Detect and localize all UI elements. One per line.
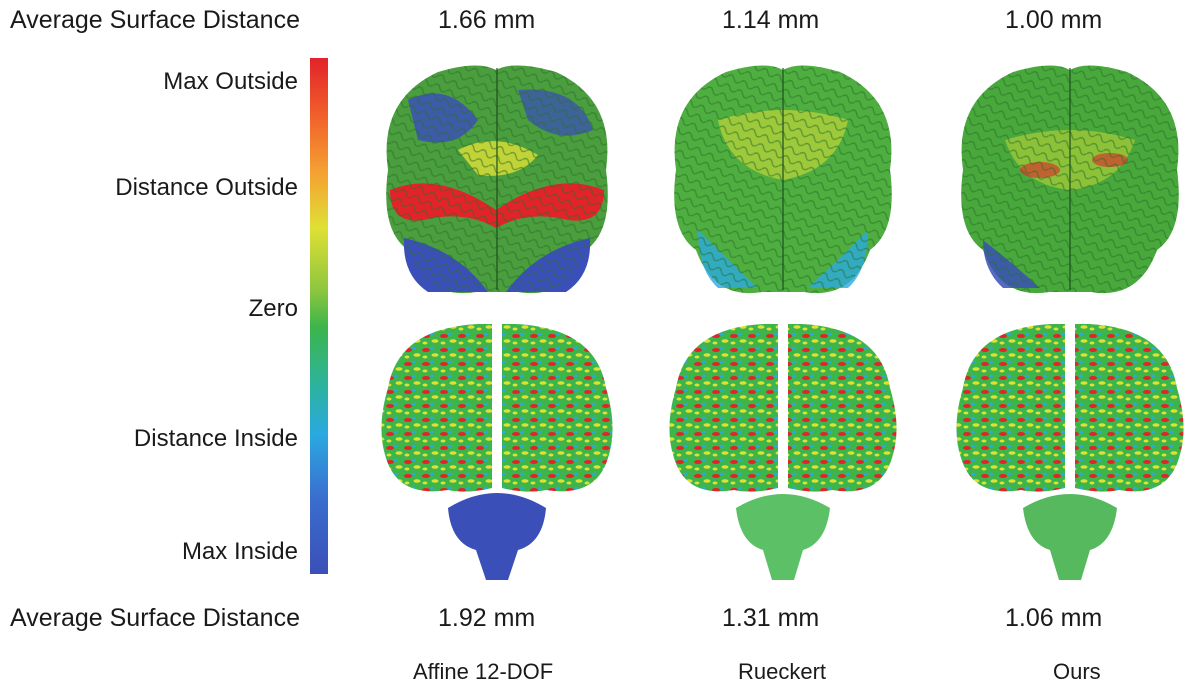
bottom-distance-rueckert: 1.31 mm bbox=[722, 604, 820, 632]
brain-bottom-affine bbox=[381, 324, 613, 580]
bottom-distance-ours: 1.06 mm bbox=[1005, 604, 1103, 632]
top-distance-ours: 1.00 mm bbox=[1005, 6, 1103, 34]
colorbar-label-zero: Zero bbox=[248, 295, 298, 322]
top-distance-rueckert: 1.14 mm bbox=[722, 6, 820, 34]
colorbar bbox=[310, 58, 328, 574]
method-label-affine: Affine 12-DOF bbox=[413, 659, 554, 684]
method-label-rueckert: Rueckert bbox=[738, 659, 827, 684]
colorbar-label-max-inside: Max Inside bbox=[181, 538, 298, 565]
brain-top-rueckert bbox=[674, 65, 892, 294]
method-label-ours: Ours bbox=[1053, 659, 1101, 684]
colorbar-label-distance-inside: Distance Inside bbox=[133, 425, 298, 452]
bottom-row-label: Average Surface Distance bbox=[10, 604, 300, 632]
colorbar-label-max-outside: Max Outside bbox=[163, 68, 298, 95]
colorbar-label-distance-outside: Distance Outside bbox=[115, 174, 298, 201]
brain-bottom-ours bbox=[956, 324, 1184, 580]
top-row-label: Average Surface Distance bbox=[10, 6, 300, 34]
brain-top-ours bbox=[961, 65, 1179, 294]
bottom-distance-affine: 1.92 mm bbox=[438, 604, 536, 632]
brain-bottom-rueckert bbox=[669, 324, 897, 580]
top-distance-affine: 1.66 mm bbox=[438, 6, 536, 34]
brain-top-affine bbox=[386, 65, 608, 294]
